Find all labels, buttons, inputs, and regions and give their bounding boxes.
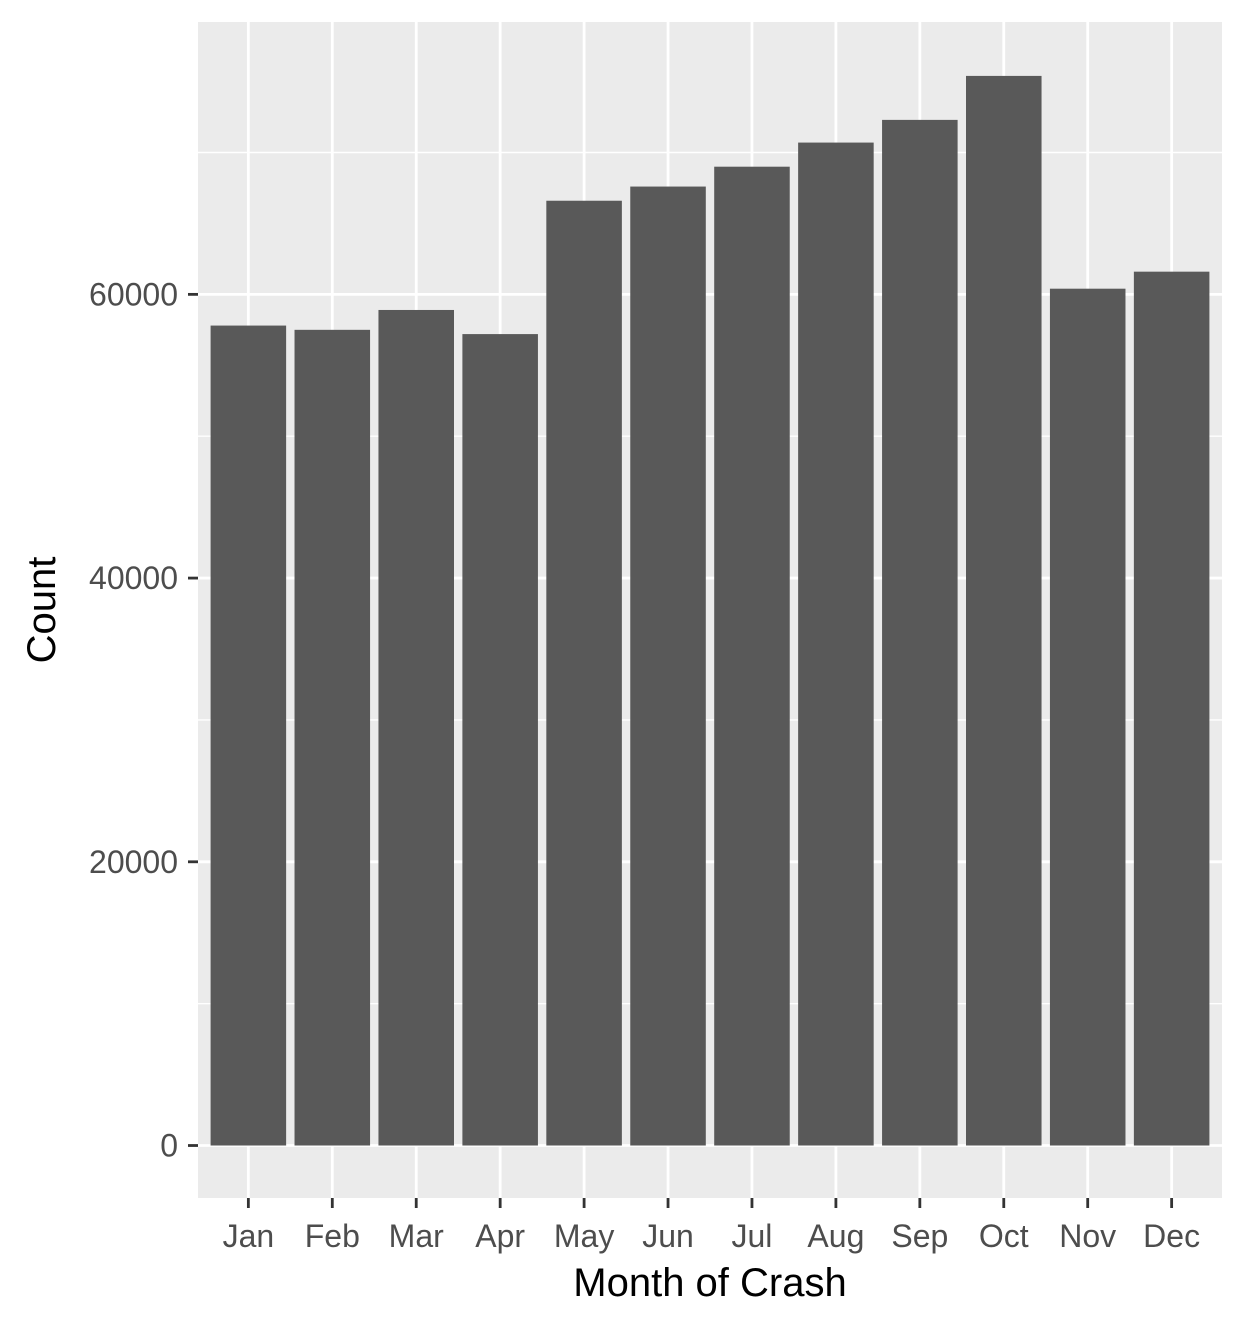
bar-may <box>546 200 622 1146</box>
bar-dec <box>1133 271 1210 1146</box>
y-axis-title: Count <box>20 557 64 664</box>
x-tick-label: Nov <box>1059 1218 1116 1254</box>
x-tick-label: Jan <box>223 1218 275 1254</box>
x-axis: Jan Feb Mar Apr May Jun Jul Aug Sep Oct Nov Dec <box>223 1198 1200 1254</box>
bar-jan <box>210 325 287 1146</box>
y-tick-label: 0 <box>160 1128 178 1164</box>
x-tick-label: Jul <box>732 1218 773 1254</box>
y-tick-label: 60000 <box>89 276 178 312</box>
x-tick-label: Dec <box>1143 1218 1200 1254</box>
bar-oct <box>966 75 1042 1146</box>
x-tick-label: Oct <box>979 1218 1029 1254</box>
bar-feb <box>294 329 371 1146</box>
bar-jul <box>714 166 790 1146</box>
y-tick-label: 20000 <box>89 844 178 880</box>
bars <box>210 75 1210 1146</box>
x-tick-label: May <box>554 1218 614 1254</box>
x-tick-label: Mar <box>389 1218 444 1254</box>
x-tick-label: Sep <box>891 1218 948 1254</box>
bar-apr <box>462 334 538 1146</box>
bar-jun <box>630 186 706 1146</box>
x-tick-label: Feb <box>305 1218 360 1254</box>
x-tick-label: Jun <box>642 1218 694 1254</box>
bar-aug <box>798 142 874 1146</box>
x-axis-title: Month of Crash <box>573 1261 846 1305</box>
bar-nov <box>1049 288 1126 1146</box>
x-tick-label: Aug <box>807 1218 864 1254</box>
y-tick-label: 40000 <box>89 560 178 596</box>
bar-mar <box>378 309 454 1146</box>
x-tick-label: Apr <box>475 1218 525 1254</box>
y-axis: 0 20000 40000 60000 <box>89 276 198 1164</box>
bar-sep <box>882 119 958 1146</box>
